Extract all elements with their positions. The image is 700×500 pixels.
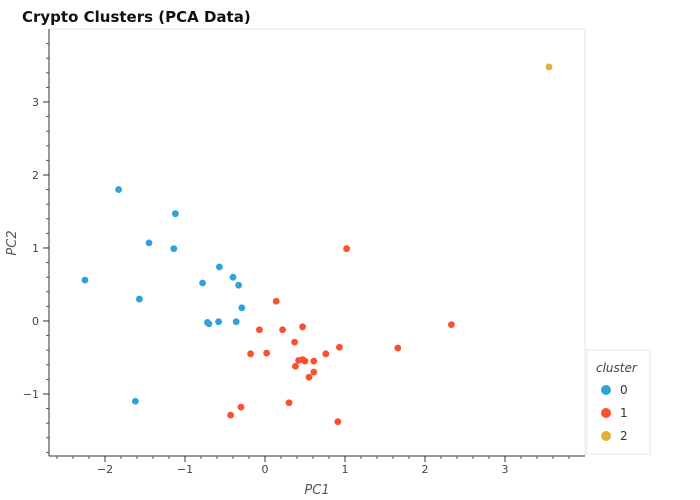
data-point-cluster-1 [310, 368, 318, 376]
x-tick-label: 2 [422, 463, 429, 476]
data-point-cluster-1 [343, 245, 350, 253]
data-point-cluster-1 [334, 418, 342, 426]
data-point-cluster-0 [215, 318, 223, 326]
data-point-cluster-1 [301, 357, 309, 365]
data-point-cluster-0 [136, 295, 143, 303]
chart-title: Crypto Clusters (PCA Data) [22, 8, 251, 26]
data-point-cluster-1 [305, 373, 313, 381]
y-tick-label: 3 [32, 96, 39, 109]
x-tick-label: 0 [262, 463, 269, 476]
legend-marker [601, 408, 611, 418]
data-point-cluster-1 [263, 349, 270, 357]
data-point-cluster-1 [448, 321, 455, 329]
data-point-cluster-0 [229, 273, 237, 281]
data-point-cluster-0 [132, 397, 139, 405]
data-point-cluster-1 [272, 297, 280, 305]
data-point-cluster-0 [232, 318, 240, 326]
x-axis-title: PC1 [304, 483, 329, 498]
data-point-cluster-1 [336, 343, 343, 351]
data-point-cluster-1 [291, 338, 298, 346]
x-tick-label: 3 [502, 463, 509, 476]
axes: −2 −1 0 1 2 3 −1 0 1 2 3 [23, 29, 585, 476]
x-tick-label: −2 [97, 463, 113, 476]
y-tick-label: 2 [32, 169, 39, 182]
legend-label: 1 [620, 406, 628, 420]
data-point-cluster-2 [545, 63, 553, 71]
data-point-cluster-1 [247, 350, 255, 358]
data-point-cluster-1 [256, 326, 263, 334]
data-point-cluster-1 [237, 403, 245, 411]
legend-label: 2 [620, 429, 628, 443]
x-tick-label: 1 [342, 463, 349, 476]
data-point-cluster-1 [299, 323, 306, 331]
y-tick-label: 1 [32, 242, 39, 255]
data-point-cluster-1 [285, 399, 293, 407]
data-point-cluster-0 [199, 279, 207, 287]
legend: cluster 0 1 2 [586, 349, 651, 455]
data-point-cluster-0 [81, 276, 89, 284]
data-points [81, 63, 553, 426]
y-tick-label: −1 [23, 388, 39, 401]
data-point-cluster-1 [310, 357, 318, 365]
data-point-cluster-1 [279, 326, 286, 334]
legend-title: cluster [596, 361, 638, 375]
data-point-cluster-1 [227, 411, 235, 419]
legend-marker [601, 431, 611, 441]
y-axis-title: PC2 [5, 230, 20, 255]
data-point-cluster-0 [238, 304, 246, 312]
data-point-cluster-0 [205, 320, 213, 328]
data-point-cluster-0 [115, 186, 122, 193]
data-point-cluster-0 [216, 263, 223, 271]
data-point-cluster-0 [172, 210, 179, 218]
legend-box [586, 349, 651, 455]
plot-area [48, 28, 586, 457]
data-point-cluster-1 [322, 350, 330, 358]
data-point-cluster-0 [145, 239, 153, 247]
x-tick-label: −1 [177, 463, 193, 476]
data-point-cluster-1 [292, 362, 299, 370]
data-point-cluster-0 [235, 281, 243, 289]
legend-label: 0 [620, 383, 628, 397]
legend-marker [601, 385, 611, 395]
data-point-cluster-1 [394, 344, 402, 352]
y-tick-label: 0 [32, 315, 39, 328]
data-point-cluster-0 [170, 245, 178, 253]
